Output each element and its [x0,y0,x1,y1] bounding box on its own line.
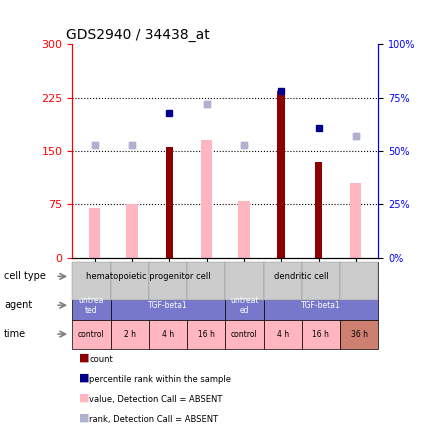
Text: ■: ■ [79,393,89,403]
Bar [238,201,249,258]
Text: percentile rank within the sample: percentile rank within the sample [89,375,231,384]
Text: 4 h: 4 h [162,329,174,339]
Text: control: control [231,329,258,339]
Text: control: control [78,329,105,339]
Text: dendritic cell: dendritic cell [275,272,329,281]
Text: rank, Detection Call = ABSENT: rank, Detection Call = ABSENT [89,415,218,424]
Text: TGF-beta1: TGF-beta1 [148,301,188,310]
Text: 16 h: 16 h [312,329,329,339]
Bar [201,140,212,258]
Text: 16 h: 16 h [198,329,215,339]
Text: 4 h: 4 h [277,329,289,339]
Bar [315,162,322,258]
Text: ■: ■ [79,353,89,363]
Text: cell type: cell type [4,271,46,281]
Bar [166,147,173,258]
Bar [89,208,100,258]
Text: ■: ■ [79,373,89,383]
Bar [126,204,138,258]
Text: hematopoietic progenitor cell: hematopoietic progenitor cell [86,272,211,281]
Text: time: time [4,329,26,339]
Bar [350,183,361,258]
Text: untreat
ed: untreat ed [230,296,259,315]
Text: TGF-beta1: TGF-beta1 [301,301,341,310]
Text: count: count [89,355,113,364]
Text: agent: agent [4,300,32,310]
Text: ■: ■ [79,413,89,423]
Text: untrea
ted: untrea ted [79,296,104,315]
Text: GDS2940 / 34438_at: GDS2940 / 34438_at [66,28,210,42]
Text: 36 h: 36 h [351,329,368,339]
Bar [278,91,285,258]
Text: 2 h: 2 h [124,329,136,339]
Text: value, Detection Call = ABSENT: value, Detection Call = ABSENT [89,395,223,404]
